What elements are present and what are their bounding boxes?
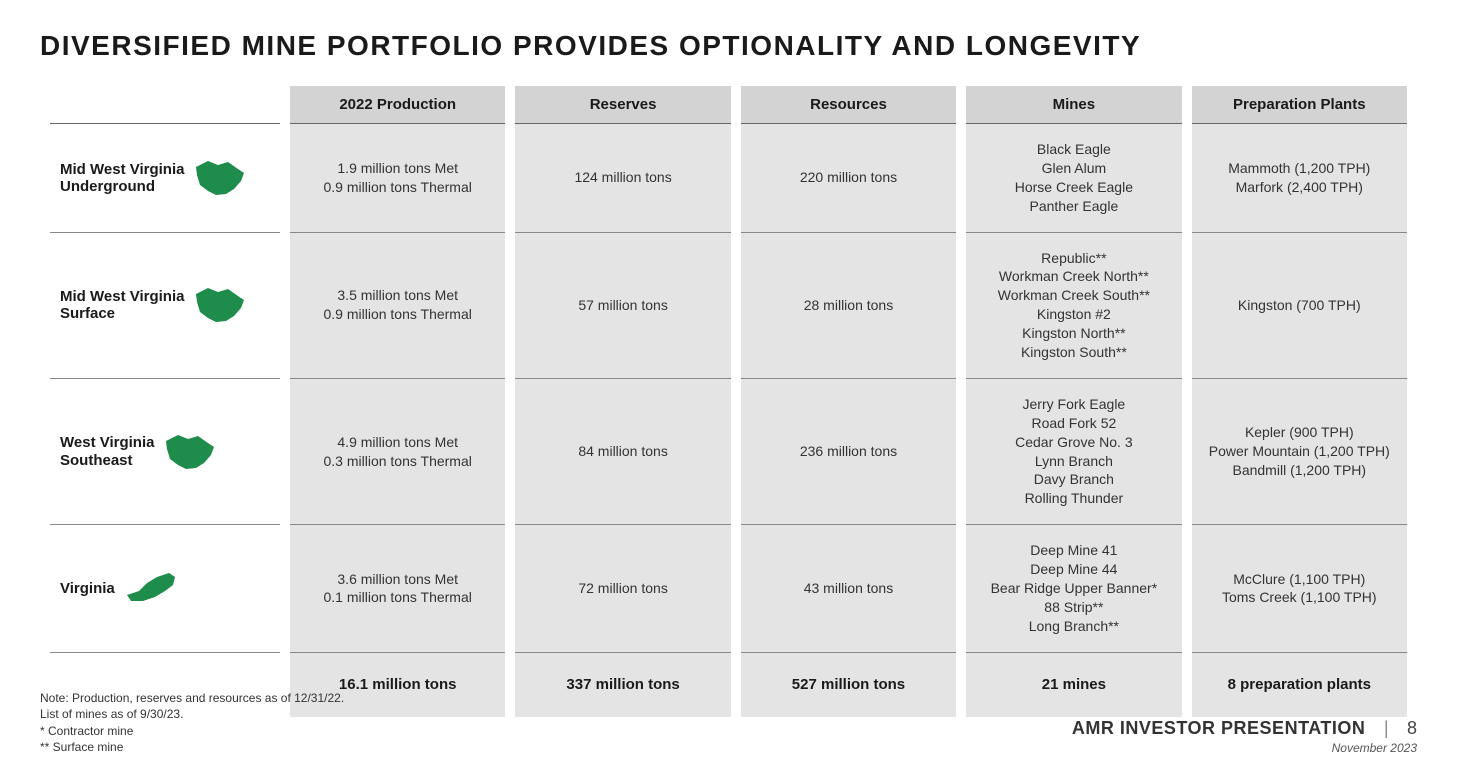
cell-reserves: 72 million tons	[515, 525, 730, 652]
region-name: West VirginiaSoutheast	[60, 434, 154, 469]
footer-page: 8	[1407, 718, 1417, 738]
portfolio-table-wrap: 2022 Production Reserves Resources Mines…	[40, 86, 1417, 717]
west-virginia-icon	[194, 286, 246, 324]
region-name: Virginia	[60, 580, 115, 597]
region-label: West VirginiaSoutheast	[50, 379, 280, 525]
cell-production: 3.6 million tons Met0.1 million tons The…	[290, 525, 505, 652]
footnotes: Note: Production, reserves and resources…	[40, 690, 344, 755]
header-resources: Resources	[741, 86, 956, 124]
footnote-line: List of mines as of 9/30/23.	[40, 706, 344, 722]
footer: AMR INVESTOR PRESENTATION | 8 November 2…	[1072, 718, 1417, 755]
table-row: Mid West VirginiaUnderground 1.9 million …	[50, 124, 1407, 233]
portfolio-table: 2022 Production Reserves Resources Mines…	[40, 86, 1417, 717]
virginia-icon	[125, 569, 177, 607]
cell-resources: 28 million tons	[741, 233, 956, 379]
header-plants: Preparation Plants	[1192, 86, 1407, 124]
cell-reserves: 84 million tons	[515, 379, 730, 525]
total-plants: 8 preparation plants	[1192, 653, 1407, 717]
west-virginia-icon	[164, 433, 216, 471]
total-resources: 527 million tons	[741, 653, 956, 717]
table-header-row: 2022 Production Reserves Resources Mines…	[50, 86, 1407, 124]
cell-plants: McClure (1,100 TPH)Toms Creek (1,100 TPH…	[1192, 525, 1407, 652]
cell-production: 4.9 million tons Met0.3 million tons The…	[290, 379, 505, 525]
cell-mines: Republic**Workman Creek North**Workman C…	[966, 233, 1181, 379]
footnote-line: Note: Production, reserves and resources…	[40, 690, 344, 706]
footnote-line: * Contractor mine	[40, 723, 344, 739]
cell-reserves: 57 million tons	[515, 233, 730, 379]
cell-plants: Mammoth (1,200 TPH)Marfork (2,400 TPH)	[1192, 124, 1407, 233]
cell-mines: Deep Mine 41Deep Mine 44Bear Ridge Upper…	[966, 525, 1181, 652]
header-reserves: Reserves	[515, 86, 730, 124]
region-label: Mid West VirginiaSurface	[50, 233, 280, 379]
page-title: DIVERSIFIED MINE PORTFOLIO PROVIDES OPTI…	[40, 30, 1417, 62]
footer-brand: AMR INVESTOR PRESENTATION	[1072, 718, 1366, 738]
table-row: West VirginiaSoutheast 4.9 million tons M…	[50, 379, 1407, 525]
footnote-line: ** Surface mine	[40, 739, 344, 755]
region-label: Virginia	[50, 525, 280, 652]
cell-mines: Black EagleGlen AlumHorse Creek EaglePan…	[966, 124, 1181, 233]
cell-resources: 236 million tons	[741, 379, 956, 525]
table-row: Virginia 3.6 million tons Met0.1 million …	[50, 525, 1407, 652]
footer-divider: |	[1370, 718, 1403, 738]
region-label: Mid West VirginiaUnderground	[50, 124, 280, 233]
cell-resources: 220 million tons	[741, 124, 956, 233]
table-row: Mid West VirginiaSurface 3.5 million tons…	[50, 233, 1407, 379]
footer-date: November 2023	[1072, 741, 1417, 755]
total-reserves: 337 million tons	[515, 653, 730, 717]
header-production: 2022 Production	[290, 86, 505, 124]
cell-production: 3.5 million tons Met0.9 million tons The…	[290, 233, 505, 379]
total-mines: 21 mines	[966, 653, 1181, 717]
cell-mines: Jerry Fork EagleRoad Fork 52Cedar Grove …	[966, 379, 1181, 525]
cell-reserves: 124 million tons	[515, 124, 730, 233]
header-mines: Mines	[966, 86, 1181, 124]
cell-production: 1.9 million tons Met0.9 million tons The…	[290, 124, 505, 233]
cell-resources: 43 million tons	[741, 525, 956, 652]
header-blank	[50, 86, 280, 124]
region-name: Mid West VirginiaUnderground	[60, 161, 184, 196]
cell-plants: Kingston (700 TPH)	[1192, 233, 1407, 379]
region-name: Mid West VirginiaSurface	[60, 288, 184, 323]
west-virginia-icon	[194, 159, 246, 197]
cell-plants: Kepler (900 TPH)Power Mountain (1,200 TP…	[1192, 379, 1407, 525]
